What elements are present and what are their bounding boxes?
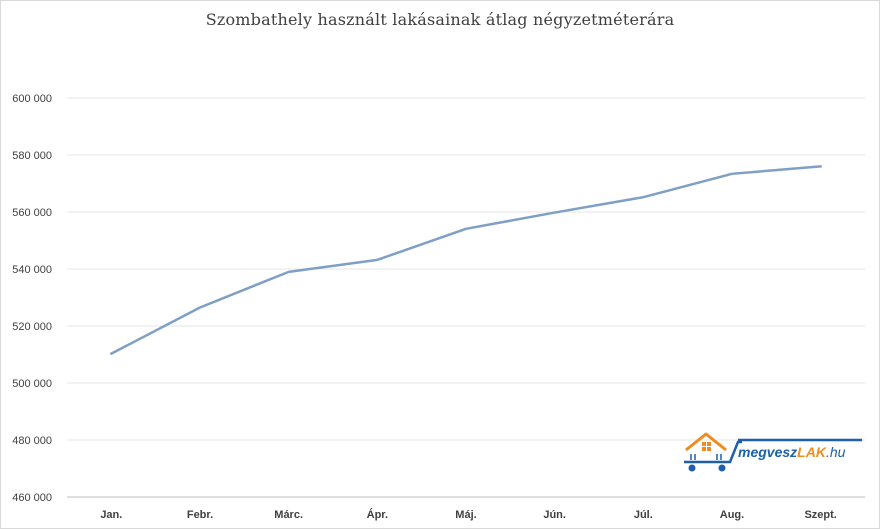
y-tick-label: 460 000 [12, 492, 52, 504]
x-tick-label: Szept. [804, 509, 836, 521]
x-tick-label: Ápr. [367, 508, 388, 521]
y-axis: 460 000 480 000 500 000 520 000 540 000 560 0… [12, 93, 52, 504]
x-axis: Jan. Febr. Márc. Ápr. Máj. Jún. Júl. Aug. Szept. [100, 508, 837, 521]
y-tick-label: 540 000 [12, 264, 52, 276]
series-group [110, 165, 822, 355]
x-tick-label: Aug. [720, 509, 744, 521]
logo-underline [738, 438, 862, 442]
y-tick-label: 560 000 [12, 207, 52, 219]
x-tick-label: Jan. [100, 509, 122, 521]
chart-title: Szombathely használt lakásainak átlag né… [205, 10, 675, 29]
x-tick-label: Márc. [274, 509, 303, 521]
logo-text: megveszLAK.hu [738, 444, 845, 460]
logo-text-hu: .hu [825, 444, 846, 460]
x-tick-label: Febr. [187, 509, 213, 521]
x-tick-label: Júl. [634, 509, 653, 521]
logo-text-megvesz: megvesz [738, 444, 798, 460]
y-tick-label: 520 000 [12, 321, 52, 333]
series-line [110, 165, 822, 355]
x-tick-label: Máj. [455, 509, 476, 521]
y-tick-label: 600 000 [12, 93, 52, 105]
megveszlak-logo: megveszLAK.hu [682, 430, 862, 474]
x-tick-label: Jún. [543, 509, 566, 521]
y-tick-label: 500 000 [12, 378, 52, 390]
house-cart-icon [684, 432, 742, 472]
y-tick-label: 580 000 [12, 150, 52, 162]
gridlines [67, 97, 865, 498]
y-tick-label: 480 000 [12, 435, 52, 447]
logo-text-lak: LAK [797, 444, 826, 460]
